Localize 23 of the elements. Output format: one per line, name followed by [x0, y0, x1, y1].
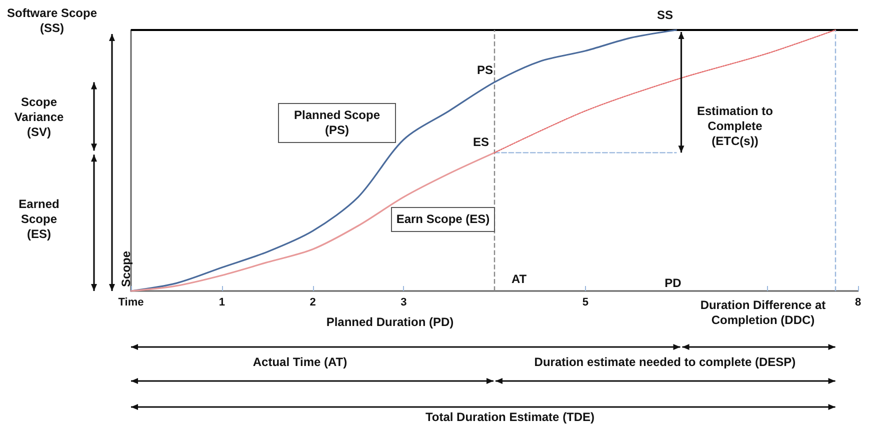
text: SS	[656, 8, 674, 23]
annotation: Planned Scope (PS)	[278, 103, 396, 143]
text: Duration Difference at Completion (DDC)	[699, 298, 827, 328]
annotation: AT	[510, 272, 528, 287]
text: Earned Scope (ES)	[18, 197, 60, 242]
text: Duration estimate needed to complete (DESP)	[533, 355, 797, 370]
x-tick-label: 8	[854, 296, 862, 308]
x-tick-label: 1	[218, 296, 225, 308]
text: Total Duration Estimate (TDE)	[424, 410, 596, 425]
x-tick-label: 5	[582, 296, 588, 308]
annotation: PD	[664, 276, 682, 291]
x-axis-title: Planned Duration (PD)	[325, 315, 455, 330]
text: Scope Variance (SV)	[13, 95, 65, 140]
x-tick-label: 3	[400, 296, 407, 308]
annotation: Earn Scope (ES)	[391, 207, 495, 232]
ref-line-label: Software Scope (SS)	[6, 6, 98, 36]
annotation: PS	[476, 63, 494, 78]
annotation: Estimation to Complete (ETC(s))	[696, 104, 774, 149]
x-tick-label: Time	[118, 296, 144, 308]
x-tick-label: 2	[310, 296, 316, 308]
text: Actual Time (AT)	[252, 355, 348, 370]
annotation: ES	[472, 135, 490, 150]
y-axis-title: Scope	[119, 250, 134, 287]
